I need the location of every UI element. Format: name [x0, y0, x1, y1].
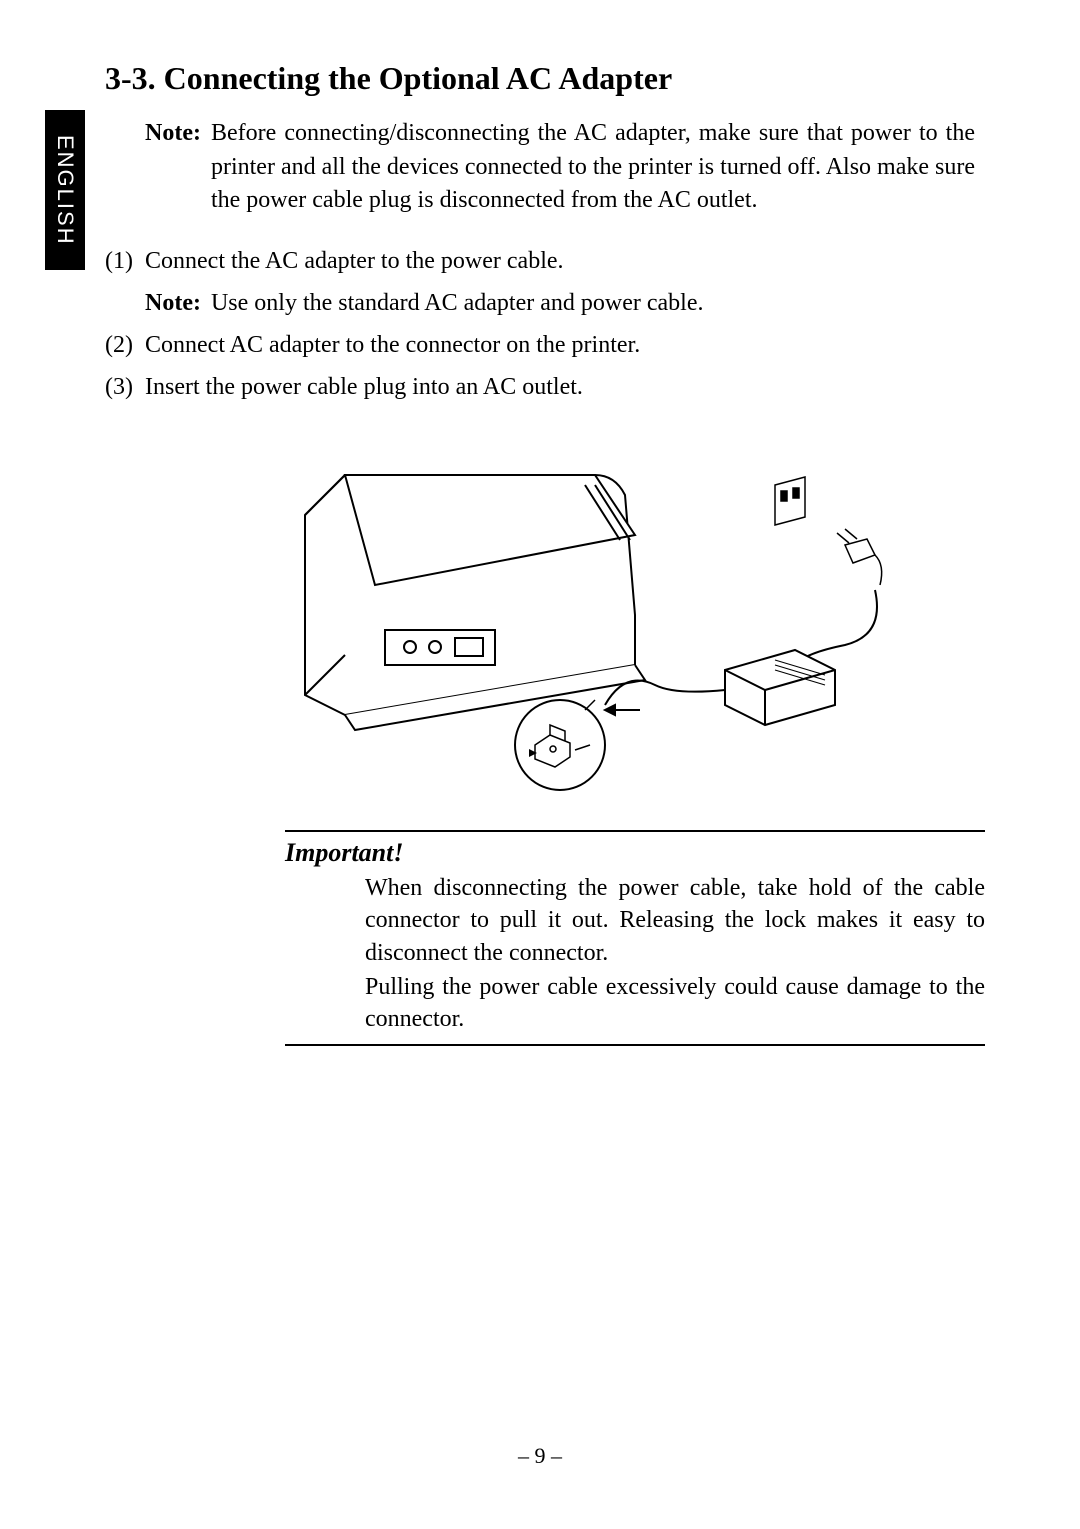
important-paragraph: Pulling the power cable excessively coul… — [365, 971, 985, 1036]
step-text: Connect AC adapter to the connector on t… — [145, 327, 975, 363]
section-heading: 3-3. Connecting the Optional AC Adapter — [105, 60, 975, 97]
step-number: (2) — [105, 327, 145, 363]
step-number: (3) — [105, 369, 145, 405]
step-note-label: Note: — [145, 285, 201, 321]
language-tab: ENGLISH — [45, 110, 85, 270]
step-item: (2) Connect AC adapter to the connector … — [105, 327, 975, 363]
step-note: Note: Use only the standard AC adapter a… — [145, 285, 975, 321]
step-text: Insert the power cable plug into an AC o… — [145, 369, 975, 405]
note-label: Note: — [145, 117, 201, 218]
step-item: (1) Connect the AC adapter to the power … — [105, 243, 975, 279]
important-text: When disconnecting the power cable, take… — [365, 872, 985, 1036]
language-label: ENGLISH — [52, 135, 78, 246]
note-text: Before connecting/disconnecting the AC a… — [211, 117, 975, 218]
important-section: Important! When disconnecting the power … — [285, 830, 985, 1046]
step-number: (1) — [105, 243, 145, 279]
step-item: (3) Insert the power cable plug into an … — [105, 369, 975, 405]
page-number: – 9 – — [0, 1443, 1080, 1469]
page-content: 3-3. Connecting the Optional AC Adapter … — [105, 60, 975, 1046]
step-list: (1) Connect the AC adapter to the power … — [105, 243, 975, 405]
important-paragraph: When disconnecting the power cable, take… — [365, 872, 985, 969]
important-label: Important! — [285, 838, 985, 868]
step-text: Connect the AC adapter to the power cabl… — [145, 243, 975, 279]
printer-diagram — [285, 435, 975, 820]
printer-illustration-svg — [285, 435, 965, 815]
section-note: Note: Before connecting/disconnecting th… — [145, 117, 975, 218]
step-note-text: Use only the standard AC adapter and pow… — [211, 285, 704, 321]
